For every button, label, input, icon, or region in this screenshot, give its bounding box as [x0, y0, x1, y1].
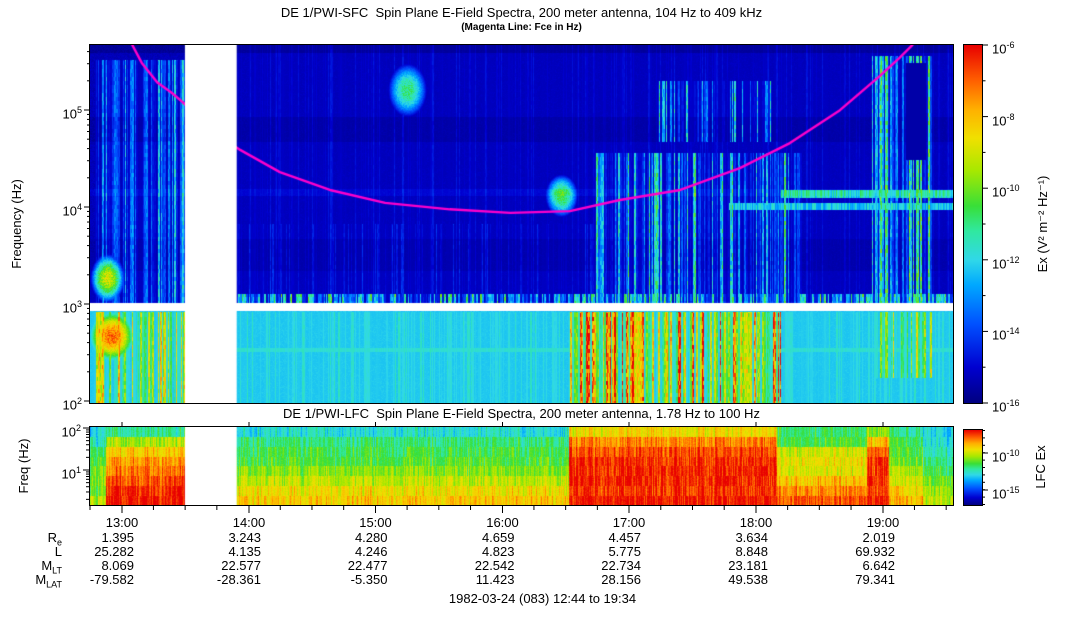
ephemeris-value: 2.019: [862, 530, 895, 545]
ephemeris-row-label: Re: [47, 530, 62, 548]
ephemeris-value: 49.538: [728, 572, 768, 587]
ephemeris-value: 4.135: [228, 544, 261, 559]
time-tick-label: 14:00: [232, 515, 266, 530]
ephemeris-value: -79.582: [89, 572, 134, 587]
ephemeris-value: 22.577: [221, 558, 261, 573]
lfc-colorbar: [963, 429, 983, 506]
ephemeris-value: 3.634: [735, 530, 768, 545]
ephemeris-value: 3.243: [228, 530, 261, 545]
lfc-colorbar-tick-label: 10-15: [992, 485, 1020, 502]
ephemeris-value: 22.477: [347, 558, 388, 573]
ephemeris-value: 1.395: [101, 530, 134, 545]
ephemeris-value: 4.457: [608, 530, 641, 545]
sfc-colorbar: [963, 44, 983, 404]
sfc-freq-tick-label: 105: [62, 105, 82, 122]
time-tick-label: 19:00: [866, 515, 900, 530]
time-tick-label: 13:00: [105, 515, 139, 530]
ephemeris-value: 5.775: [608, 544, 641, 559]
ephemeris-value: 8.069: [101, 558, 134, 573]
time-tick-label: 17:00: [612, 515, 646, 530]
time-tick-label: 15:00: [359, 515, 392, 530]
lfc-colorbar-tick-label: 10-10: [992, 448, 1020, 465]
ephemeris-row-label: MLAT: [35, 572, 62, 590]
sfc-colorbar-label: Ex (V² m⁻² Hz⁻¹): [1035, 175, 1050, 273]
ephemeris-value: 28.156: [601, 572, 641, 587]
sfc-colorbar-tick-label: 10-6: [992, 40, 1015, 57]
sfc-panel: [89, 44, 954, 404]
sfc-freq-tick-label: 104: [62, 202, 82, 219]
ephemeris-value: 25.282: [94, 544, 134, 559]
lfc-freq-tick-label: 102: [61, 423, 81, 440]
time-tick-label: 18:00: [739, 515, 773, 530]
sfc-title: DE 1/PWI-SFC Spin Plane E-Field Spectra,…: [280, 5, 763, 20]
fce-note: (Magenta Line: Fce in Hz): [461, 22, 582, 33]
sfc-colorbar-tick-label: 10-8: [992, 111, 1015, 128]
ephemeris-row-label: MLT: [41, 558, 62, 576]
ephemeris-value: 22.734: [601, 558, 641, 573]
ephemeris-value: 4.280: [354, 530, 388, 545]
sfc-freq-tick-label: 102: [62, 396, 82, 413]
lfc-spectrogram-canvas: [90, 427, 953, 505]
ephemeris-value: 6.642: [862, 558, 895, 573]
ephemeris-value: 4.246: [354, 544, 388, 559]
ephemeris-value: 79.341: [855, 572, 895, 587]
sfc-colorbar-tick-label: 10-10: [992, 183, 1020, 200]
ephemeris-value: -28.361: [216, 572, 261, 587]
ephemeris-value: 22.542: [474, 558, 515, 573]
lfc-freq-tick-label: 101: [61, 465, 81, 482]
ephemeris-value: 69.932: [855, 544, 895, 559]
ephemeris-value: 11.423: [475, 572, 515, 587]
sfc-colorbar-tick-label: 10-12: [992, 254, 1020, 272]
ephemeris-value: 4.823: [481, 544, 515, 559]
ephemeris-value: 23.181: [728, 558, 768, 573]
ephemeris-value: 8.848: [735, 544, 768, 559]
sfc-y-axis-label: Frequency (Hz): [9, 179, 24, 269]
lfc-title: DE 1/PWI-LFC Spin Plane E-Field Spectra,…: [283, 406, 760, 421]
date-range-label: 1982-03-24 (083) 12:44 to 19:34: [448, 591, 637, 606]
sfc-freq-tick-label: 103: [62, 299, 82, 316]
sfc-spectrogram-canvas: [90, 45, 953, 403]
ephemeris-row-label: L: [54, 544, 62, 559]
ephemeris-value: 4.659: [481, 530, 515, 545]
ephemeris-value: -5.350: [350, 572, 388, 587]
sfc-colorbar-tick-label: 10-14: [992, 326, 1020, 343]
lfc-panel: [89, 426, 954, 506]
sfc-colorbar-tick-label: 10-16: [992, 398, 1020, 415]
time-tick-label: 16:00: [486, 515, 519, 530]
